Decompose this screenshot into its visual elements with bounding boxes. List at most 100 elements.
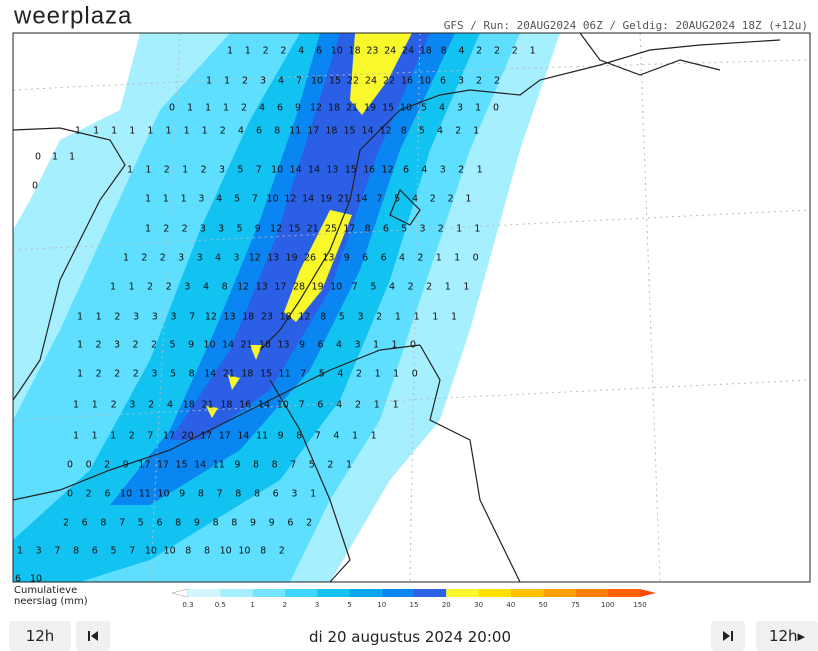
grid-value: 6 (287, 518, 293, 529)
grid-value: 2 (417, 253, 423, 264)
grid-value: 1 (475, 103, 481, 114)
grid-value: 10 (267, 194, 279, 205)
grid-value: 14 (237, 431, 249, 442)
grid-value: 3 (129, 400, 135, 411)
grid-value: 9 (188, 340, 194, 351)
grid-value: 10 (400, 103, 412, 114)
grid-value: 14 (204, 369, 216, 380)
grid-value: 1 (147, 126, 153, 137)
legend-title: Cumulatieve neerslag (mm) (14, 585, 88, 607)
grid-value: 24 (402, 46, 414, 57)
grid-value: 3 (291, 489, 297, 500)
grid-value: 10 (203, 340, 215, 351)
grid-value: 1 (92, 400, 98, 411)
grid-value: 6 (403, 165, 409, 176)
grid-value: 2 (114, 312, 120, 323)
grid-value: 20 (182, 431, 194, 442)
grid-value: 7 (299, 400, 305, 411)
grid-value: 1 (145, 194, 151, 205)
grid-value: 1 (110, 282, 116, 293)
grid-value: 13 (322, 253, 334, 264)
grid-value: 5 (170, 369, 176, 380)
grid-value: 4 (412, 194, 418, 205)
grid-value: 7 (300, 369, 306, 380)
grid-value: 1 (187, 103, 193, 114)
grid-value: 3 (218, 224, 224, 235)
grid-value: 21 (307, 224, 319, 235)
grid-value: 10 (120, 489, 132, 500)
grid-value: 12 (270, 224, 282, 235)
legend-swatch (510, 589, 544, 597)
grid-value: 4 (259, 103, 265, 114)
grid-value: 1 (73, 431, 79, 442)
grid-value: 1 (165, 126, 171, 137)
grid-value: 2 (163, 224, 169, 235)
grid-value: 2 (104, 460, 110, 471)
grid-value: 8 (204, 546, 210, 557)
legend-tick-label: 10 (377, 601, 386, 609)
next-button[interactable]: 12h ▸ (756, 621, 818, 651)
grid-value: 6 (317, 400, 323, 411)
logo: weerplaza (13, 2, 132, 29)
grid-value: 8 (222, 282, 228, 293)
grid-value: 1 (474, 224, 480, 235)
grid-value: 2 (182, 224, 188, 235)
grid-value: 11 (289, 126, 301, 137)
grid-value: 2 (263, 46, 269, 57)
grid-value: 25 (325, 224, 337, 235)
grid-value: 1 (129, 282, 135, 293)
legend-swatch (446, 589, 479, 597)
grid-value: 3 (178, 253, 184, 264)
grid-value: 2 (129, 431, 135, 442)
grid-value: 5 (138, 518, 144, 529)
grid-value: 17 (307, 126, 319, 137)
grid-value: 9 (344, 253, 350, 264)
grid-value: 6 (273, 489, 279, 500)
grid-value: 0 (493, 103, 499, 114)
grid-value: 4 (458, 46, 464, 57)
grid-value: 14 (222, 340, 234, 351)
grid-value: 17 (157, 460, 169, 471)
prev-button[interactable]: 12h (9, 621, 71, 651)
step-back-button[interactable] (76, 621, 110, 651)
grid-value: 10 (331, 46, 343, 57)
step-forward-button[interactable] (711, 621, 745, 651)
grid-value: 12 (249, 253, 261, 264)
legend-tick-label: 2 (283, 601, 287, 609)
grid-value: 2 (166, 282, 172, 293)
grid-value: 2 (476, 46, 482, 57)
grid-value: 1 (445, 282, 451, 293)
grid-value: 3 (197, 253, 203, 264)
grid-value: 5 (234, 194, 240, 205)
legend-tick-label: 30 (474, 601, 483, 609)
grid-value: 4 (298, 46, 304, 57)
grid-value: 3 (357, 312, 363, 323)
grid-value: 10 (238, 546, 250, 557)
grid-value: 3 (114, 340, 120, 351)
grid-value: 2 (133, 369, 139, 380)
grid-value: 5 (394, 194, 400, 205)
grid-value: 1 (375, 369, 381, 380)
grid-value: 13 (267, 253, 279, 264)
grid-value: 6 (277, 103, 283, 114)
grid-value: 3 (152, 312, 158, 323)
grid-value: 9 (278, 431, 284, 442)
grid-value: 12 (284, 194, 296, 205)
grid-value: 10 (220, 546, 232, 557)
grid-value: 5 (401, 224, 407, 235)
grid-value: 8 (320, 312, 326, 323)
grid-value: 2 (86, 489, 92, 500)
grid-value: 6 (440, 76, 446, 87)
grid-value: 3 (184, 282, 190, 293)
grid-value: 18 (183, 400, 195, 411)
grid-value: 5 (309, 460, 315, 471)
grid-value: 1 (393, 400, 399, 411)
grid-value: 9 (194, 518, 200, 529)
grid-value: 9 (123, 460, 129, 471)
grid-value: 1 (77, 340, 83, 351)
grid-value: 2 (164, 165, 170, 176)
grid-value: 3 (133, 312, 139, 323)
grid-value: 1 (373, 340, 379, 351)
grid-value: 3 (354, 340, 360, 351)
legend-tick-label: 20 (442, 601, 451, 609)
